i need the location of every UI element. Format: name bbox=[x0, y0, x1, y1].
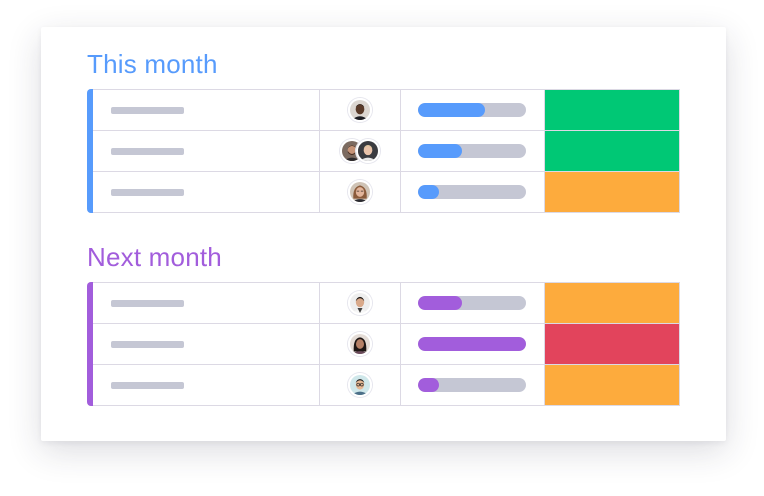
group-title-next-month[interactable]: Next month bbox=[87, 242, 222, 272]
progress-cell bbox=[401, 283, 545, 323]
avatar[interactable] bbox=[348, 291, 372, 315]
item-name-placeholder bbox=[111, 300, 184, 307]
progress-bar bbox=[418, 378, 526, 392]
progress-cell bbox=[401, 172, 545, 212]
table-row[interactable] bbox=[93, 171, 679, 212]
item-name-placeholder bbox=[111, 189, 184, 196]
progress-fill bbox=[418, 296, 463, 310]
owner-cell[interactable] bbox=[320, 90, 401, 130]
owner-cell[interactable] bbox=[320, 172, 401, 212]
progress-cell bbox=[401, 131, 545, 171]
item-name-cell[interactable] bbox=[93, 365, 320, 405]
item-name-cell[interactable] bbox=[93, 131, 320, 171]
group-table-next-month bbox=[87, 282, 680, 406]
owner-cell[interactable] bbox=[320, 324, 401, 364]
item-name-cell[interactable] bbox=[93, 90, 320, 130]
avatar[interactable] bbox=[348, 180, 372, 204]
item-name-placeholder bbox=[111, 107, 184, 114]
avatar[interactable] bbox=[348, 98, 372, 122]
progress-bar bbox=[418, 337, 526, 351]
progress-cell bbox=[401, 90, 545, 130]
avatar[interactable] bbox=[348, 373, 372, 397]
owner-cell[interactable] bbox=[320, 283, 401, 323]
item-name-placeholder bbox=[111, 148, 184, 155]
status-cell[interactable] bbox=[545, 172, 679, 212]
board-card: This month bbox=[41, 27, 726, 441]
avatar[interactable] bbox=[356, 139, 380, 163]
progress-cell bbox=[401, 365, 545, 405]
item-name-cell[interactable] bbox=[93, 172, 320, 212]
table-row[interactable] bbox=[93, 364, 679, 405]
status-cell[interactable] bbox=[545, 365, 679, 405]
owner-cell[interactable] bbox=[320, 365, 401, 405]
progress-bar bbox=[418, 103, 526, 117]
group-title-this-month[interactable]: This month bbox=[87, 49, 218, 79]
table-row[interactable] bbox=[93, 130, 679, 171]
status-cell[interactable] bbox=[545, 90, 679, 130]
status-cell[interactable] bbox=[545, 283, 679, 323]
progress-fill bbox=[418, 378, 439, 392]
owner-cell[interactable] bbox=[320, 131, 401, 171]
progress-cell bbox=[401, 324, 545, 364]
progress-bar bbox=[418, 296, 526, 310]
table-row[interactable] bbox=[93, 283, 679, 323]
progress-fill bbox=[418, 185, 439, 199]
group-accent-bar bbox=[87, 282, 93, 406]
progress-fill bbox=[418, 103, 485, 117]
item-name-placeholder bbox=[111, 341, 184, 348]
status-cell[interactable] bbox=[545, 131, 679, 171]
item-name-placeholder bbox=[111, 382, 184, 389]
status-cell[interactable] bbox=[545, 324, 679, 364]
progress-bar bbox=[418, 185, 526, 199]
progress-fill bbox=[418, 337, 526, 351]
table-row[interactable] bbox=[93, 90, 679, 130]
group-accent-bar bbox=[87, 89, 93, 213]
progress-bar bbox=[418, 144, 526, 158]
group-table-this-month bbox=[87, 89, 680, 213]
progress-fill bbox=[418, 144, 463, 158]
item-name-cell[interactable] bbox=[93, 324, 320, 364]
item-name-cell[interactable] bbox=[93, 283, 320, 323]
table-row[interactable] bbox=[93, 323, 679, 364]
avatar[interactable] bbox=[348, 332, 372, 356]
